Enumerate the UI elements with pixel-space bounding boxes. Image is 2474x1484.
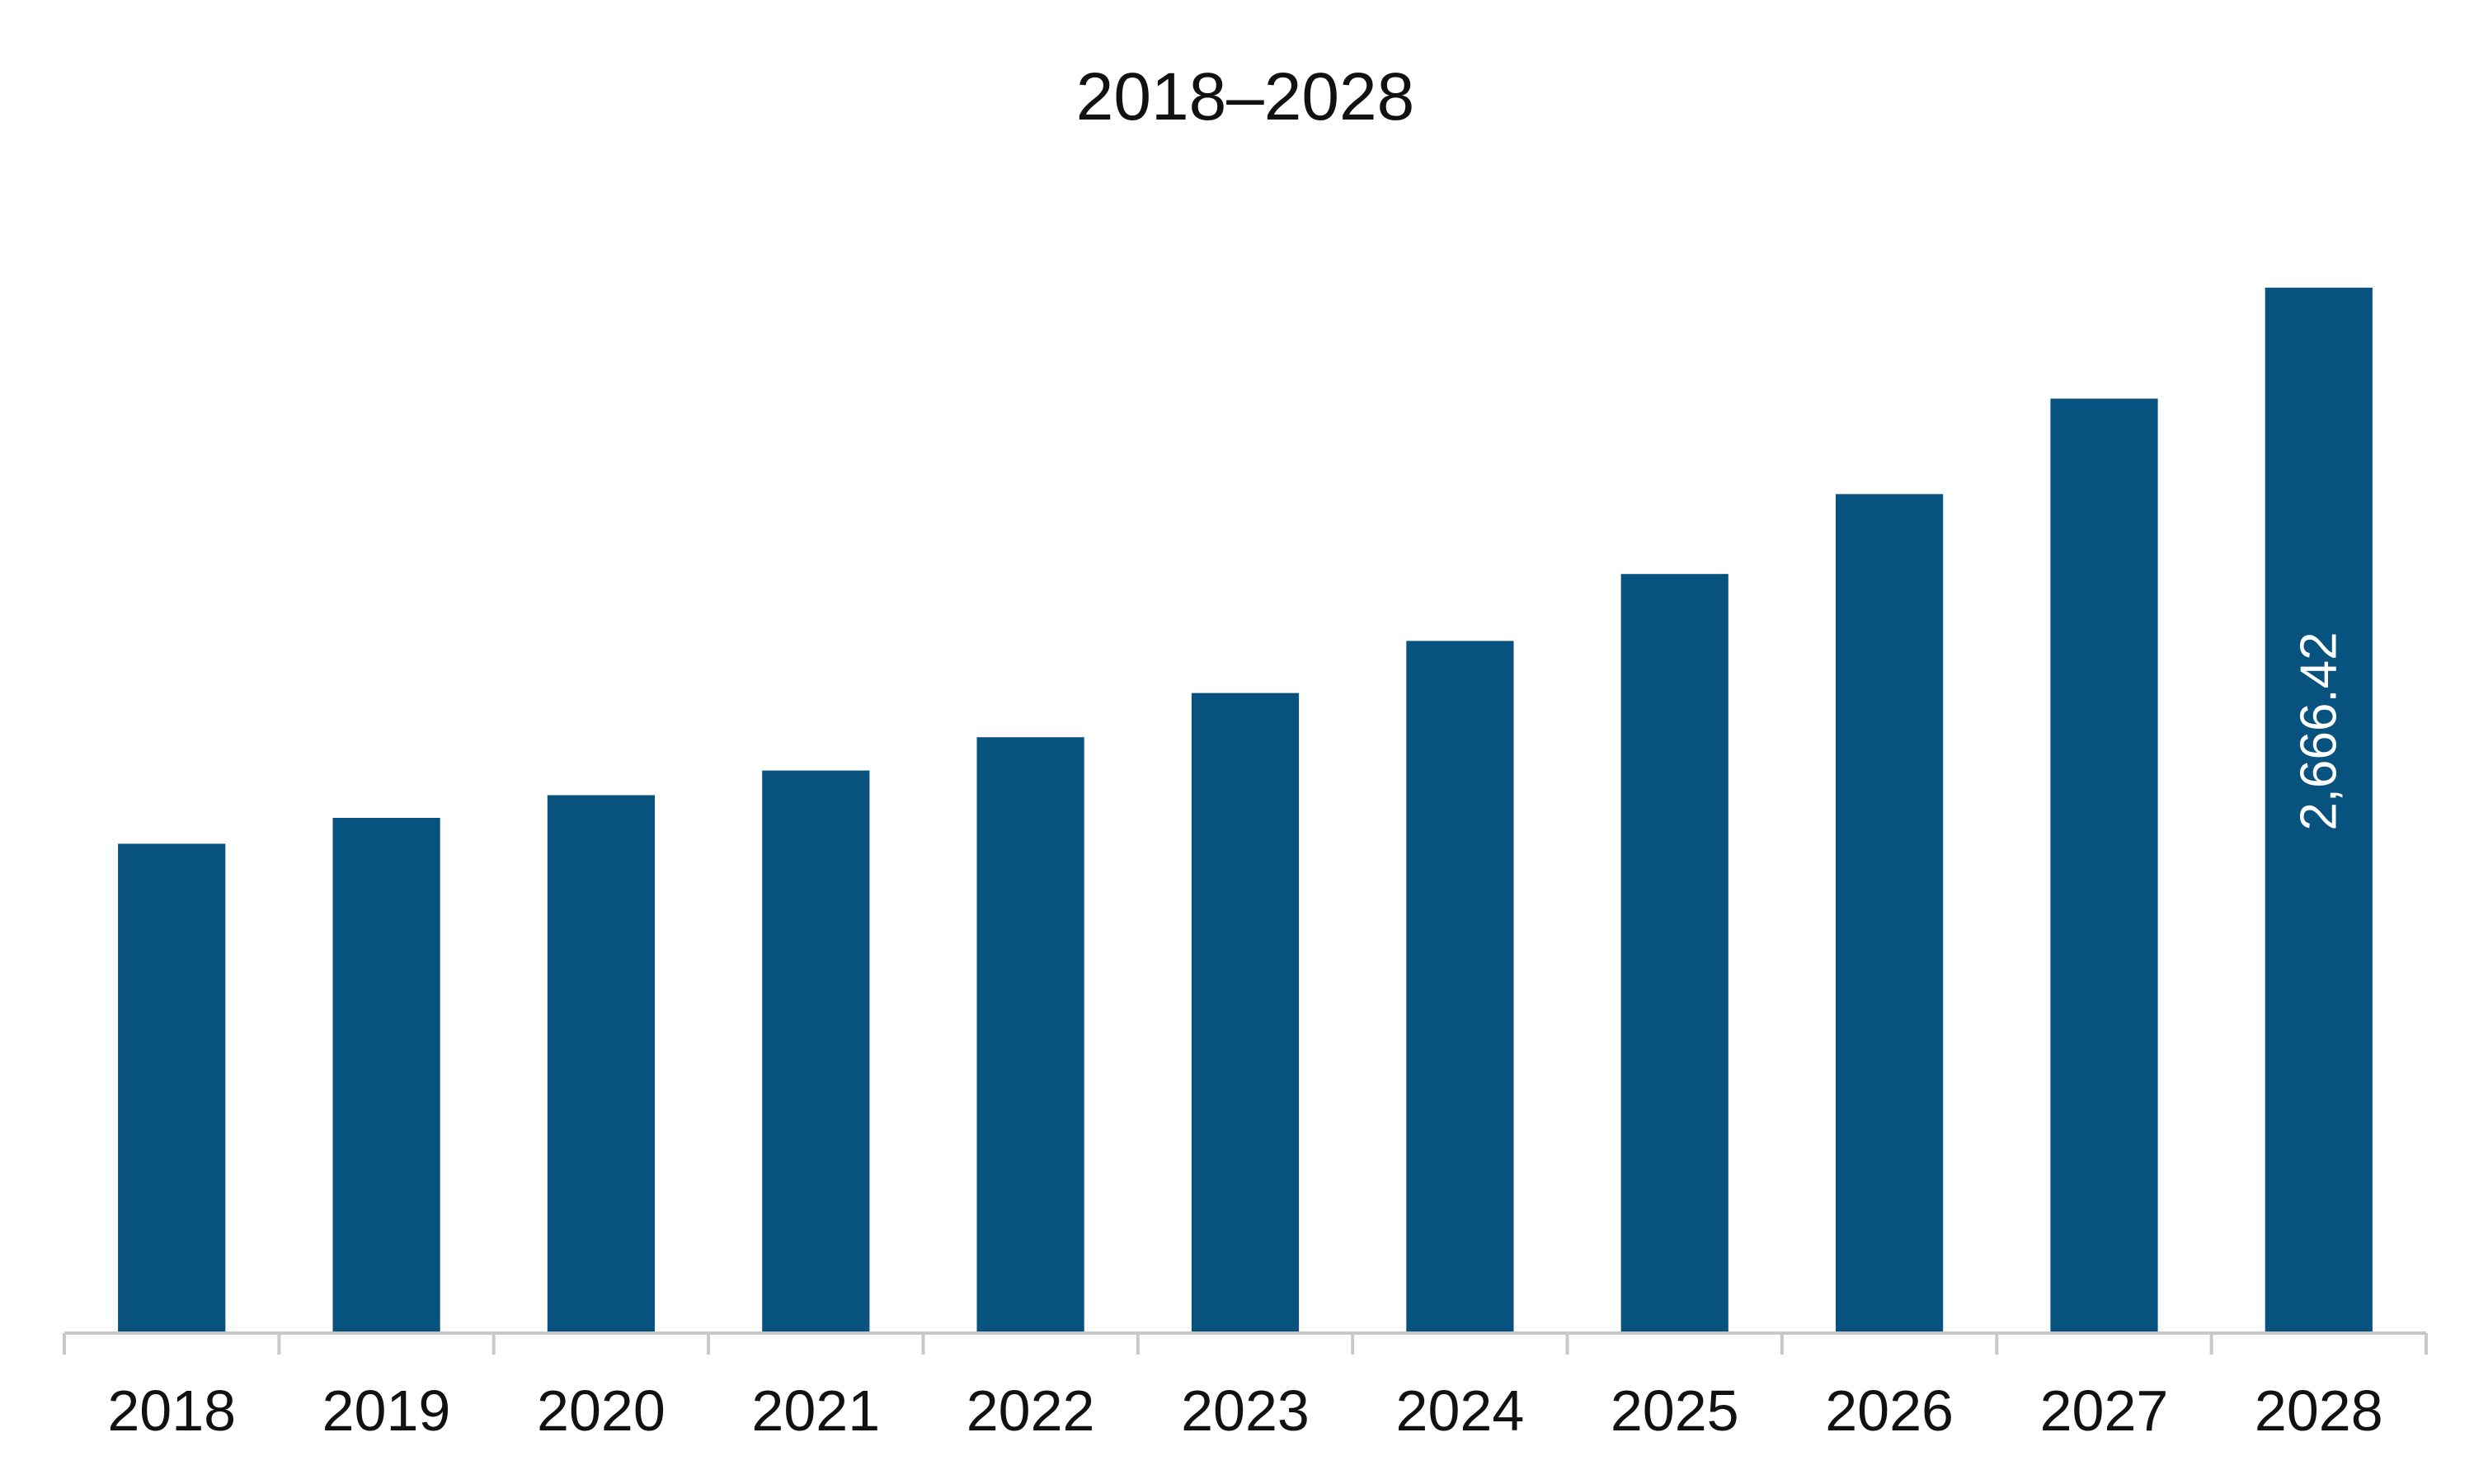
x-tick-label-2027: 2027 bbox=[2040, 1378, 2169, 1443]
x-tick-label-2021: 2021 bbox=[751, 1378, 880, 1443]
bar-2023 bbox=[1191, 693, 1300, 1331]
bar-2024 bbox=[1406, 641, 1514, 1331]
x-tick-label-2022: 2022 bbox=[967, 1378, 1095, 1443]
x-tick-label-2023: 2023 bbox=[1181, 1378, 1310, 1443]
x-tick-label-2028: 2028 bbox=[2255, 1378, 2383, 1443]
bars-group bbox=[118, 287, 2373, 1331]
chart-title: 2018–2028 bbox=[1076, 59, 1414, 134]
x-tick-label-2020: 2020 bbox=[537, 1378, 666, 1443]
bar-2028 bbox=[2265, 287, 2373, 1331]
x-tick-label-2019: 2019 bbox=[322, 1378, 451, 1443]
bar-2027 bbox=[2050, 398, 2158, 1331]
data-labels: 2,666.42 bbox=[2290, 632, 2347, 830]
bar-2021 bbox=[762, 770, 870, 1331]
x-tick-labels: 2018 2019 2020 2021 2022 2023 2024 2025 2026 2027… bbox=[107, 1378, 2382, 1443]
x-tick-label-2026: 2026 bbox=[1825, 1378, 1954, 1443]
x-tick-label-2025: 2025 bbox=[1611, 1378, 1739, 1443]
data-label-2028: 2,666.42 bbox=[2290, 632, 2347, 830]
x-tick-label-2018: 2018 bbox=[107, 1378, 236, 1443]
bar-2026 bbox=[1836, 494, 1944, 1331]
bar-2018 bbox=[118, 843, 226, 1331]
bar-2025 bbox=[1620, 574, 1729, 1331]
bar-2022 bbox=[976, 737, 1084, 1331]
bar-2020 bbox=[547, 795, 655, 1331]
x-axis bbox=[63, 1331, 2428, 1355]
bar-2019 bbox=[332, 818, 440, 1331]
x-tick-label-2024: 2024 bbox=[1396, 1378, 1525, 1443]
